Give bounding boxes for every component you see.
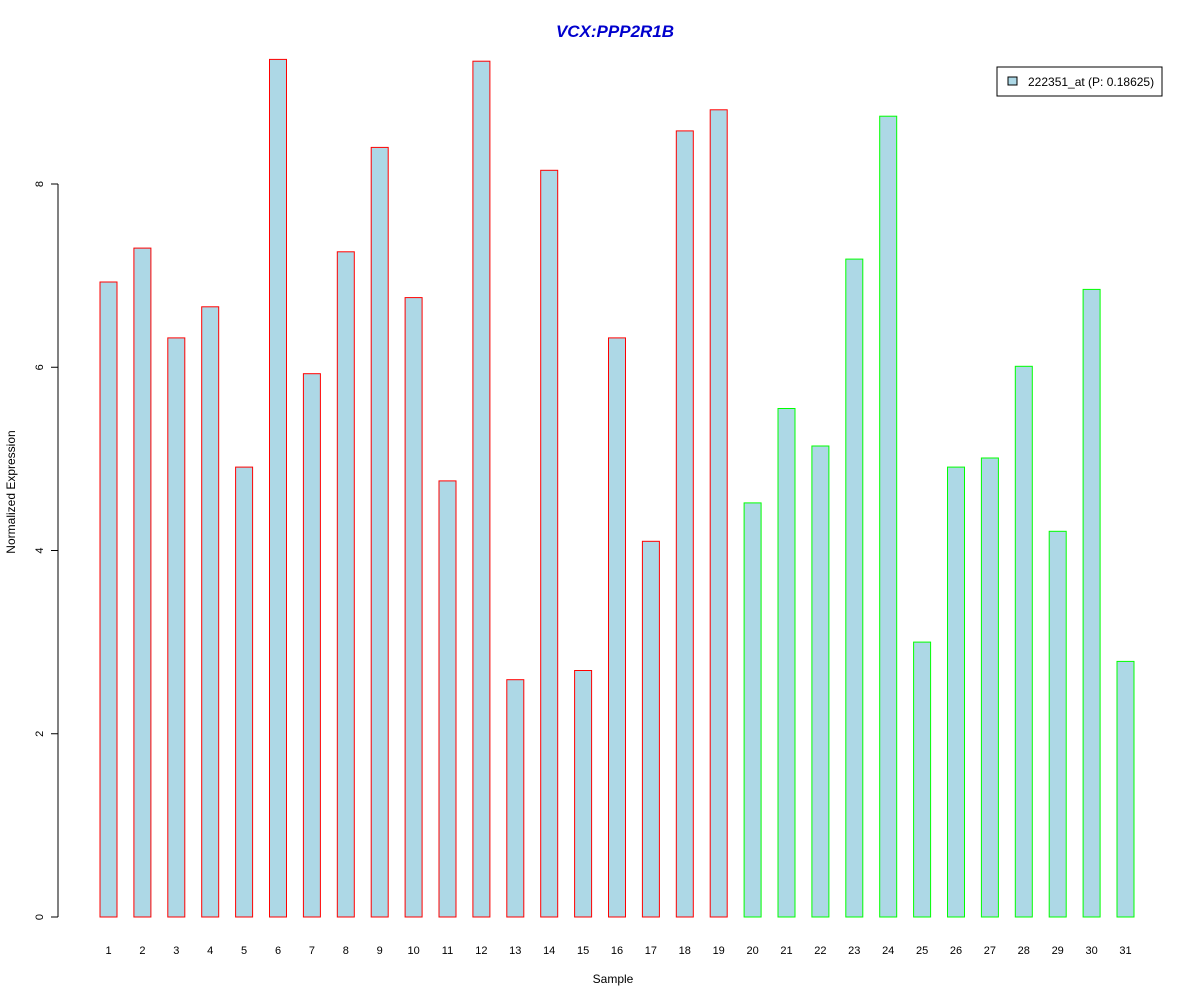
bar-sample-28 <box>1014 365 1033 918</box>
x-tick-label: 3 <box>173 945 179 957</box>
x-tick-label: 11 <box>442 945 453 957</box>
y-tick-label: 4 <box>34 547 46 553</box>
bar-sample-14 <box>540 169 559 918</box>
x-tick-label: 5 <box>241 945 247 957</box>
x-tick-label: 17 <box>645 945 657 957</box>
bar-sample-17 <box>641 540 660 918</box>
y-axis: 0 2 4 6 8 <box>34 181 59 920</box>
bar-sample-12 <box>472 60 491 918</box>
x-tick-label: 13 <box>509 945 521 957</box>
x-tick-labels: 1 2 3 4 5 6 7 8 9 10 11 12 13 14 15 16 17 18 19 20 21 22 23 24 2… <box>105 945 1131 957</box>
x-tick-label: 28 <box>1018 945 1030 957</box>
x-tick-label: 12 <box>475 945 487 957</box>
x-tick-label: 15 <box>577 945 589 957</box>
x-tick-label: 4 <box>207 945 213 957</box>
x-tick-label: 22 <box>814 945 826 957</box>
bar-sample-27 <box>980 457 999 918</box>
legend: 222351_at (P: 0.18625) <box>996 66 1163 97</box>
x-tick-label: 18 <box>679 945 691 957</box>
x-tick-label: 21 <box>780 945 792 957</box>
bar-sample-10 <box>404 297 423 918</box>
x-tick-label: 2 <box>139 945 145 957</box>
bars-layer <box>99 58 1135 918</box>
chart-title: VCX:PPP2R1B <box>556 22 674 41</box>
bar-sample-22 <box>811 445 830 918</box>
bar-sample-8 <box>336 251 355 918</box>
x-tick-label: 6 <box>275 945 281 957</box>
bar-sample-7 <box>302 373 321 918</box>
x-tick-label: 9 <box>377 945 383 957</box>
x-tick-label: 25 <box>916 945 928 957</box>
x-tick-label: 10 <box>407 945 419 957</box>
y-tick-label: 8 <box>34 181 46 187</box>
x-tick-label: 16 <box>611 945 623 957</box>
x-tick-label: 20 <box>746 945 758 957</box>
x-tick-label: 1 <box>105 945 111 957</box>
bar-sample-25 <box>913 641 932 918</box>
bar-sample-31 <box>1116 660 1135 918</box>
bar-sample-13 <box>506 679 525 918</box>
bar-sample-29 <box>1048 530 1067 918</box>
bar-sample-16 <box>608 337 626 918</box>
bar-sample-4 <box>201 306 220 918</box>
x-axis-label: Sample <box>593 972 634 986</box>
bar-sample-9 <box>370 146 389 918</box>
x-tick-label: 7 <box>309 945 315 957</box>
legend-box <box>996 66 1163 97</box>
bar-sample-23 <box>845 258 864 918</box>
bar-sample-24 <box>879 115 898 918</box>
y-tick-label: 2 <box>34 731 46 737</box>
x-tick-label: 8 <box>343 945 349 957</box>
bar-sample-15 <box>574 670 593 918</box>
x-tick-label: 26 <box>950 945 962 957</box>
bar-sample-21 <box>777 408 796 918</box>
legend-swatch <box>1007 76 1018 86</box>
x-tick-label: 24 <box>882 945 894 957</box>
x-tick-label: 27 <box>984 945 996 957</box>
bar-sample-26 <box>947 466 965 918</box>
legend-label: 222351_at (P: 0.18625) <box>1028 75 1154 89</box>
y-axis-label: Normalized Expression <box>4 430 18 553</box>
x-tick-label: 19 <box>713 945 725 957</box>
y-tick-label: 6 <box>34 364 46 370</box>
x-tick-label: 14 <box>543 945 555 957</box>
bar-sample-19 <box>709 109 728 918</box>
x-tick-label: 23 <box>848 945 860 957</box>
x-tick-label: 30 <box>1085 945 1097 957</box>
bar-sample-1 <box>99 281 118 918</box>
y-tick-label: 0 <box>34 914 46 920</box>
bar-sample-30 <box>1082 288 1101 918</box>
x-tick-label: 29 <box>1052 945 1064 957</box>
bar-sample-11 <box>438 480 457 918</box>
bar-sample-2 <box>133 247 152 918</box>
bar-sample-18 <box>675 130 694 918</box>
bar-sample-6 <box>269 58 287 918</box>
bar-sample-20 <box>743 502 762 918</box>
x-tick-label: 31 <box>1119 945 1131 957</box>
bar-sample-5 <box>235 466 254 918</box>
bar-sample-3 <box>167 337 186 918</box>
